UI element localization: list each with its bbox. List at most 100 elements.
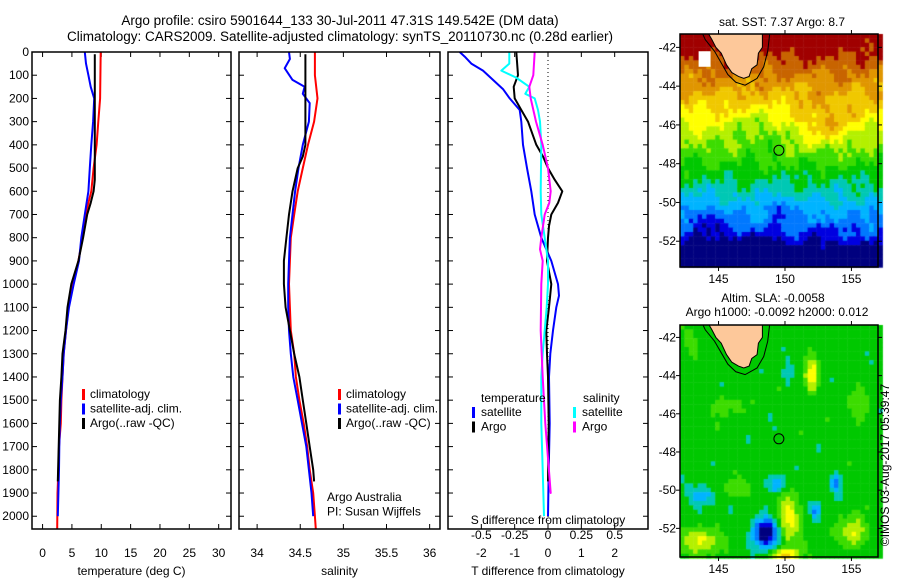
map-title-line-2: Argo h1000: -0.0092 h2000: 0.012	[686, 305, 869, 319]
x-tick-label: 1	[578, 546, 585, 560]
legend-label: satellite-adj. clim.	[346, 402, 438, 416]
y-tick-label: 1900	[2, 486, 29, 500]
lat-tick-label: -44	[659, 369, 677, 383]
argo-position-marker	[773, 433, 785, 445]
legend-swatch	[472, 421, 475, 433]
y-tick-label: 400	[9, 138, 29, 152]
imos-credit: ©IMOS 03-Aug-2017 05:39:47	[878, 384, 892, 547]
x-tick-label: 35.5	[375, 546, 399, 560]
lon-tick-label: 150	[775, 562, 795, 576]
lat-tick-label: -50	[659, 195, 677, 209]
x-axis-label: T difference from climatology	[471, 564, 625, 578]
x-axis-label: temperature (deg C)	[77, 564, 185, 578]
legend-label: Argo	[582, 420, 608, 434]
y-tick-label: 1100	[3, 300, 29, 314]
legend-label: satellite-adj. clim.	[90, 402, 182, 416]
profile-panel-temperature	[31, 51, 232, 530]
figure-title-line-1: Argo profile: csiro 5901644_133 30-Jul-2…	[121, 13, 558, 28]
legend-swatch	[338, 389, 341, 400]
x-tick-label: 34.5	[289, 546, 313, 560]
x2-tick-label: 0.25	[570, 528, 594, 542]
x2-tick-label: -0.5	[471, 528, 492, 542]
shelf-contour	[702, 325, 771, 376]
x2-axis-label: S difference from climatology	[471, 513, 626, 527]
map-frame	[679, 324, 879, 558]
y-tick-label: 700	[9, 207, 29, 221]
series-line-argo-raw-qc-	[282, 54, 316, 482]
legend-swatch	[82, 389, 85, 400]
series-line-climatology	[288, 52, 319, 530]
annotation-text: Argo Australia	[327, 490, 402, 504]
y-tick-label: 1600	[2, 416, 29, 430]
y-tick-label: 1700	[2, 440, 29, 454]
legend-label: Argo(..raw -QC)	[90, 416, 175, 430]
lat-tick-label: -42	[659, 40, 677, 54]
y-tick-label: 1400	[2, 370, 29, 384]
series-line-argo-raw-qc-	[56, 54, 96, 482]
y-tick-label: 600	[9, 184, 29, 198]
legend-group-title: temperature	[481, 391, 546, 405]
y-tick-label: 200	[9, 91, 29, 105]
legend-swatch	[573, 421, 576, 433]
lat-tick-label: -44	[659, 79, 677, 93]
plot-frame	[31, 51, 232, 530]
y-tick-label: 1300	[2, 347, 29, 361]
map-overlay	[698, 34, 785, 156]
series-line-satellite-adj-clim-	[56, 51, 96, 517]
y-tick-label: 800	[9, 231, 29, 245]
x-tick-label: 5	[69, 546, 76, 560]
legend-label: climatology	[346, 387, 406, 401]
legend-swatch	[82, 403, 85, 415]
figure-title-line-2: Climatology: CARS2009. Satellite-adjuste…	[67, 29, 613, 44]
x-tick-label: 0	[39, 546, 46, 560]
sla-map	[676, 321, 882, 561]
x-tick-label: 36	[423, 546, 437, 560]
lat-tick-label: -52	[659, 234, 677, 248]
legend-swatch	[338, 403, 341, 415]
x-tick-label: 25	[183, 546, 197, 560]
y-tick-label: 2000	[2, 509, 29, 523]
lon-tick-label: 145	[709, 562, 729, 576]
argo-position-marker	[773, 144, 785, 156]
annotation-text: PI: Susan Wijffels	[327, 505, 421, 519]
y-tick-label: 100	[9, 68, 29, 82]
legend-swatch	[338, 418, 341, 429]
x-tick-label: 0	[545, 546, 552, 560]
x-tick-label: -2	[476, 546, 487, 560]
series-line-temperature-argo	[512, 51, 564, 482]
map-overlay	[702, 325, 785, 445]
y-tick-label: 1800	[2, 463, 29, 477]
series-line-temperature-satellite	[459, 51, 560, 517]
x-tick-label: -1	[509, 546, 520, 560]
legend-swatch	[472, 407, 475, 418]
plot-frame	[238, 51, 441, 530]
lat-tick-label: -46	[659, 118, 677, 132]
lat-tick-label: -48	[659, 157, 677, 171]
x-tick-label: 2	[611, 546, 618, 560]
lat-tick-label: -46	[659, 407, 677, 421]
x-tick-label: 15	[124, 546, 138, 560]
y-tick-label: 0	[22, 45, 29, 59]
profile-panel-difference	[447, 51, 649, 530]
lat-tick-label: -52	[659, 521, 677, 535]
y-tick-label: 1000	[2, 277, 29, 291]
lat-tick-label: -50	[659, 483, 677, 497]
x-tick-label: 30	[212, 546, 226, 560]
profile-panel-salinity	[238, 51, 441, 530]
sst-map	[676, 30, 882, 271]
series-line-salinity-argo	[528, 51, 552, 494]
y-tick-label: 300	[9, 115, 29, 129]
y-tick-label: 1200	[2, 324, 29, 338]
legend-label: climatology	[90, 387, 150, 401]
x2-tick-label: 0	[545, 528, 552, 542]
tasmania-land	[708, 34, 763, 79]
x2-tick-label: 0.5	[606, 528, 623, 542]
y-tick-label: 900	[9, 254, 29, 268]
y-tick-label: 500	[9, 161, 29, 175]
lat-tick-label: -48	[659, 445, 677, 459]
legend-group-title: salinity	[583, 391, 620, 405]
legend-label: satellite	[582, 405, 623, 419]
map-title: sat. SST: 7.37 Argo: 8.7	[719, 15, 845, 29]
